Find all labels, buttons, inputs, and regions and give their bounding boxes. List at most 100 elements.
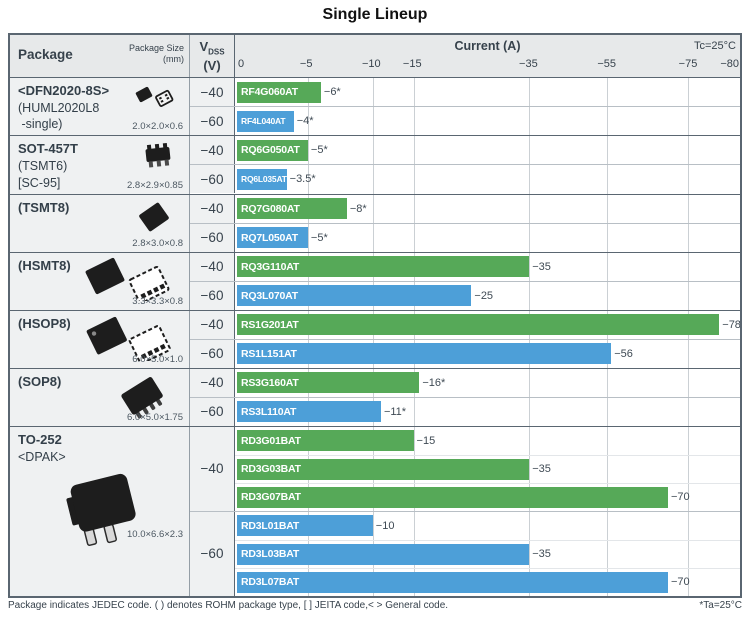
bar-row: RS1L151AT −56 [235,340,740,368]
vdss-cell: −40 [190,252,235,281]
current-bar: RD3G01BAT [237,430,414,452]
part-number-label: RD3L03BAT [241,548,300,561]
bar-row: RD3G01BAT −15 [235,427,740,455]
vdss-label: −60 [200,171,224,187]
current-bar: RD3L01BAT [237,515,373,537]
package-size: 6.0×5.0×1.75 [127,411,183,423]
bar-value-label: −16* [422,376,446,389]
header-current-row: Current (A) Tc=25°C [235,35,740,56]
part-number-label: RQ7G080AT [241,202,300,215]
current-bar: RD3G03BAT [237,458,530,480]
current-bar: RS1L151AT [237,343,612,365]
vdss-subgroup: −40 RQ7G080AT −8* [190,194,740,223]
vdss-cell: −40 [190,310,235,339]
vdss-cell: −40 [190,368,235,397]
bar-row: RQ6G050AT −5* [235,136,740,164]
current-bar: RS3G160AT [237,372,420,394]
package-size: 3.3×3.3×0.8 [132,295,183,307]
axis-tick: 0 [238,58,245,70]
current-bar: RD3L07BAT [237,571,668,593]
part-number-label: RS3L110AT [241,405,297,418]
vdss-subgroup: −60 RD3L01BAT −10 RD3L03BAT −35 RD3L07BAT −70 [190,510,740,596]
package-cell: (TSMT8) 2.8×3.0×0.8 [10,194,190,252]
part-number-label: RD3L07BAT [241,576,300,589]
package-name: SOT-457T [18,141,78,157]
header-vdss-letter: V [199,39,209,54]
header-vdss-unit: (V) [203,57,221,73]
header-package-label: Package [18,47,73,62]
group-rows: −40 RS1G201AT −78 −60 RS1L151AT −56 [190,310,740,368]
bar-rows: RQ3G110AT −35 [235,253,740,281]
part-number-label: RD3G07BAT [241,491,301,504]
table-body: <DFN2020-8S> (HUML2020L8 -single) 2.0×2.0×… [10,78,740,596]
vdss-subgroup: −40 RQ3G110AT −35 [190,252,740,281]
bar-row: RF4G060AT −6* [235,78,740,106]
bar-rows: RS1L151AT −56 [235,340,740,368]
bar-rows: RQ6G050AT −5* [235,136,740,164]
part-number-label: RQ7L050AT [241,231,298,244]
vdss-subgroup: −60 RF4L040AT −4* [190,106,740,135]
vdss-cell: −40 [190,78,235,106]
bar-value-label: −35 [532,260,551,273]
bar-rows: RF4G060AT −6* [235,78,740,106]
bar-value-label: −25 [474,289,494,302]
package-cell: (HSOP8) 6.0×5.0×1.0 [10,310,190,368]
vdss-subgroup: −40 RS1G201AT −78 [190,310,740,339]
package-name-sub: (TSMT6) [18,159,68,174]
package-name-sub: (HUML2020L8 [18,100,100,115]
vdss-cell: −60 [190,223,235,252]
package-name: (HSMT8) [18,257,71,273]
part-number-label: RD3G03BAT [241,463,301,476]
bar-rows: RQ6L035AT −3.5* [235,165,740,193]
package-name-sub: [SC-95] [18,175,61,190]
bar-row: RQ3L070AT −25 [235,282,740,310]
vdss-subgroup: −60 RQ6L035AT −3.5* [190,164,740,194]
package-group: (SOP8) 6.0×5.0×1.75 −40 RS3G160AT −16* −60 RS3… [10,367,740,426]
package-size: 10.0×6.6×2.3 [127,528,183,540]
vdss-label: −40 [200,461,224,477]
vdss-subgroup: −60 RQ3L070AT −25 [190,280,740,310]
part-number-label: RD3G01BAT [241,434,301,447]
vdss-cell: −60 [190,107,235,135]
part-number-label: RS1G201AT [241,318,299,331]
vdss-label: −40 [200,201,224,217]
bar-value-label: −10 [375,519,395,532]
package-dfn2020-icon [131,82,177,113]
bar-value-label: −70 [670,576,690,589]
footer-note: Package indicates JEDEC code. ( ) denote… [8,600,449,611]
bar-rows: RS3L110AT −11* [235,398,740,426]
footer-condition: *Ta=25°C [699,600,742,611]
current-bar: RF4G060AT [237,81,321,103]
package-tsmt8-icon [131,199,177,240]
table-header: Package Package Size (mm) VDSS (V) Curre… [10,35,740,78]
current-bar: RS1G201AT [237,314,720,336]
vdss-label: −40 [200,84,224,100]
package-name: <DFN2020-8S> [18,83,110,98]
vdss-label: −60 [200,113,224,129]
bar-row: RD3G03BAT −35 [235,454,740,483]
header-vdss-sub: DSS [208,47,225,57]
current-bar: RD3L03BAT [237,543,530,565]
bar-rows: RD3G01BAT −15 RD3G03BAT −35 RD3G07BAT −70 [235,427,740,511]
vdss-label: −60 [200,230,224,246]
bar-row: RD3L01BAT −10 [235,512,740,540]
header-package-size-unit: (mm) [163,54,184,64]
bar-row: RS3G160AT −16* [235,369,740,397]
part-number-label: RQ6G050AT [241,144,300,157]
bar-value-label: −4* [296,115,314,127]
group-rows: −40 RF4G060AT −6* −60 RF4L040AT −4* [190,78,740,135]
vdss-subgroup: −40 RS3G160AT −16* [190,368,740,397]
package-group: (HSOP8) 6.0×5.0×1.0 −40 RS1G201AT −78 −60 RS1L… [10,309,740,368]
header-current-cell: Current (A) Tc=25°C 0 −5 −10 −15 −35 −55 −75 −8… [235,35,740,77]
bar-rows: RD3L01BAT −10 RD3L03BAT −35 RD3L07BAT −70 [235,512,740,596]
vdss-label: −40 [200,317,224,333]
axis-tick: −10 [362,58,381,70]
package-sop8-icon [111,373,177,426]
package-group: TO-252 <DPAK> 10.0×6.6×2.3 −40 RD3G01BAT −15 R… [10,425,740,596]
vdss-subgroup: −60 RS3L110AT −11* [190,396,740,426]
vdss-label: −40 [200,142,224,158]
group-rows: −40 RQ3G110AT −35 −60 RQ3L070AT −25 [190,252,740,310]
current-bar: RQ3G110AT [237,256,530,278]
part-number-label: RF4L040AT [241,116,286,126]
